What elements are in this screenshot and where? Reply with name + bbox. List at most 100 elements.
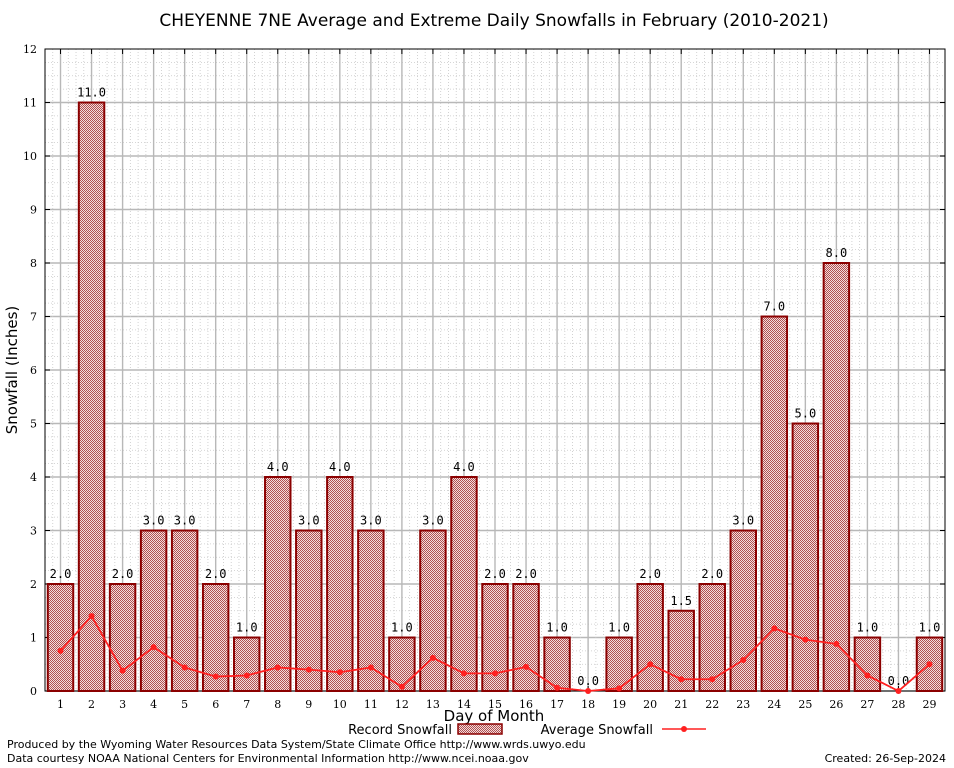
record-bar (512, 583, 540, 692)
legend-average-marker (681, 726, 687, 732)
x-tick-label: 3 (119, 698, 126, 711)
bar-value-label: 3.0 (732, 514, 754, 528)
y-tick-label: 2 (30, 578, 37, 591)
x-tick-label: 22 (705, 698, 719, 711)
average-point (802, 636, 809, 643)
bar-value-label: 11.0 (77, 86, 106, 100)
average-point (398, 683, 405, 690)
average-point (554, 684, 561, 691)
bar-value-label: 1.0 (546, 621, 568, 635)
x-tick-label: 19 (612, 698, 626, 711)
x-tick-label: 11 (364, 698, 378, 711)
bar-value-label: 3.0 (360, 514, 382, 528)
x-tick-label: 29 (922, 698, 936, 711)
x-tick-label: 16 (519, 698, 533, 711)
chart-title: CHEYENNE 7NE Average and Extreme Daily S… (159, 11, 828, 31)
average-point (460, 670, 467, 677)
y-tick-label: 4 (30, 471, 37, 484)
average-point (678, 676, 685, 683)
average-point (492, 670, 498, 677)
y-tick-label: 3 (30, 525, 37, 538)
legend-record-swatch (457, 723, 503, 735)
x-tick-label: 15 (488, 698, 502, 711)
record-bar (853, 636, 882, 692)
y-tick-label: 7 (30, 311, 37, 324)
y-tick-label: 0 (30, 685, 37, 698)
bar-value-label: 2.0 (639, 567, 661, 581)
x-tick-label: 18 (581, 698, 595, 711)
footer-data-courtesy: Data courtesy NOAA National Centers for … (7, 752, 529, 765)
record-bar (636, 583, 664, 692)
bar-value-label: 2.0 (112, 567, 134, 581)
record-bars (46, 101, 944, 692)
bar-value-label: 8.0 (826, 246, 848, 260)
bar-value-label: 2.0 (50, 567, 72, 581)
x-tick-label: 21 (674, 698, 688, 711)
x-tick-label: 12 (395, 698, 409, 711)
legend: Record Snowfall Average Snowfall (348, 723, 706, 738)
x-tick-label: 14 (457, 698, 471, 711)
average-point (647, 661, 654, 668)
average-point (150, 644, 157, 651)
average-point (771, 625, 778, 632)
x-tick-label: 7 (243, 698, 250, 711)
record-bar (698, 583, 726, 692)
average-point (833, 640, 840, 647)
bar-value-label: 1.5 (670, 594, 692, 608)
x-tick-label: 9 (305, 698, 312, 711)
average-point (740, 656, 747, 663)
average-point (212, 673, 219, 680)
average-point (336, 669, 343, 676)
record-bar (605, 636, 633, 692)
bar-value-label: 1.0 (857, 621, 879, 635)
y-axis-label: Snowfall (Inches) (3, 306, 21, 434)
y-tick-label: 5 (30, 418, 37, 431)
record-bar (264, 476, 292, 692)
record-bar (139, 529, 168, 692)
bar-value-label: 2.0 (515, 567, 537, 581)
y-tick-label: 9 (30, 204, 37, 217)
average-point (274, 664, 281, 671)
x-tick-label: 17 (550, 698, 564, 711)
x-tick-label: 4 (150, 698, 157, 711)
bar-value-label: 2.0 (484, 567, 506, 581)
average-point (709, 676, 716, 683)
bar-value-label: 5.0 (795, 407, 817, 421)
x-tick-label: 5 (181, 698, 188, 711)
x-tick-label: 2 (88, 698, 95, 711)
y-tick-label: 1 (30, 632, 37, 645)
average-point (616, 685, 623, 692)
average-point (523, 663, 530, 670)
record-bar (419, 529, 447, 692)
average-point (57, 647, 64, 654)
bar-value-label: 2.0 (205, 567, 227, 581)
x-tick-label: 23 (736, 698, 750, 711)
record-bar (791, 422, 820, 692)
y-tick-label: 12 (23, 43, 37, 56)
record-bar (450, 476, 478, 692)
bar-value-label: 7.0 (763, 300, 785, 314)
average-point (305, 666, 312, 673)
x-tick-label: 24 (767, 698, 781, 711)
record-bar (201, 583, 230, 692)
average-point (119, 667, 126, 674)
record-bar (326, 476, 354, 692)
record-bar (760, 315, 789, 692)
average-point (88, 613, 95, 620)
x-axis-label: Day of Month (444, 707, 545, 725)
bar-value-label: 4.0 (453, 460, 475, 474)
record-bar (46, 583, 75, 692)
average-point (243, 672, 250, 679)
bar-value-label: 0.0 (577, 674, 599, 688)
record-bar (77, 101, 106, 692)
average-line (57, 613, 933, 694)
legend-record-label: Record Snowfall (348, 723, 452, 738)
x-tick-label: 10 (333, 698, 347, 711)
bar-value-label: 3.0 (143, 514, 165, 528)
x-tick-label: 26 (829, 698, 843, 711)
legend-average-label: Average Snowfall (541, 723, 653, 738)
record-bar (729, 529, 757, 692)
y-tick-label: 6 (30, 364, 37, 377)
